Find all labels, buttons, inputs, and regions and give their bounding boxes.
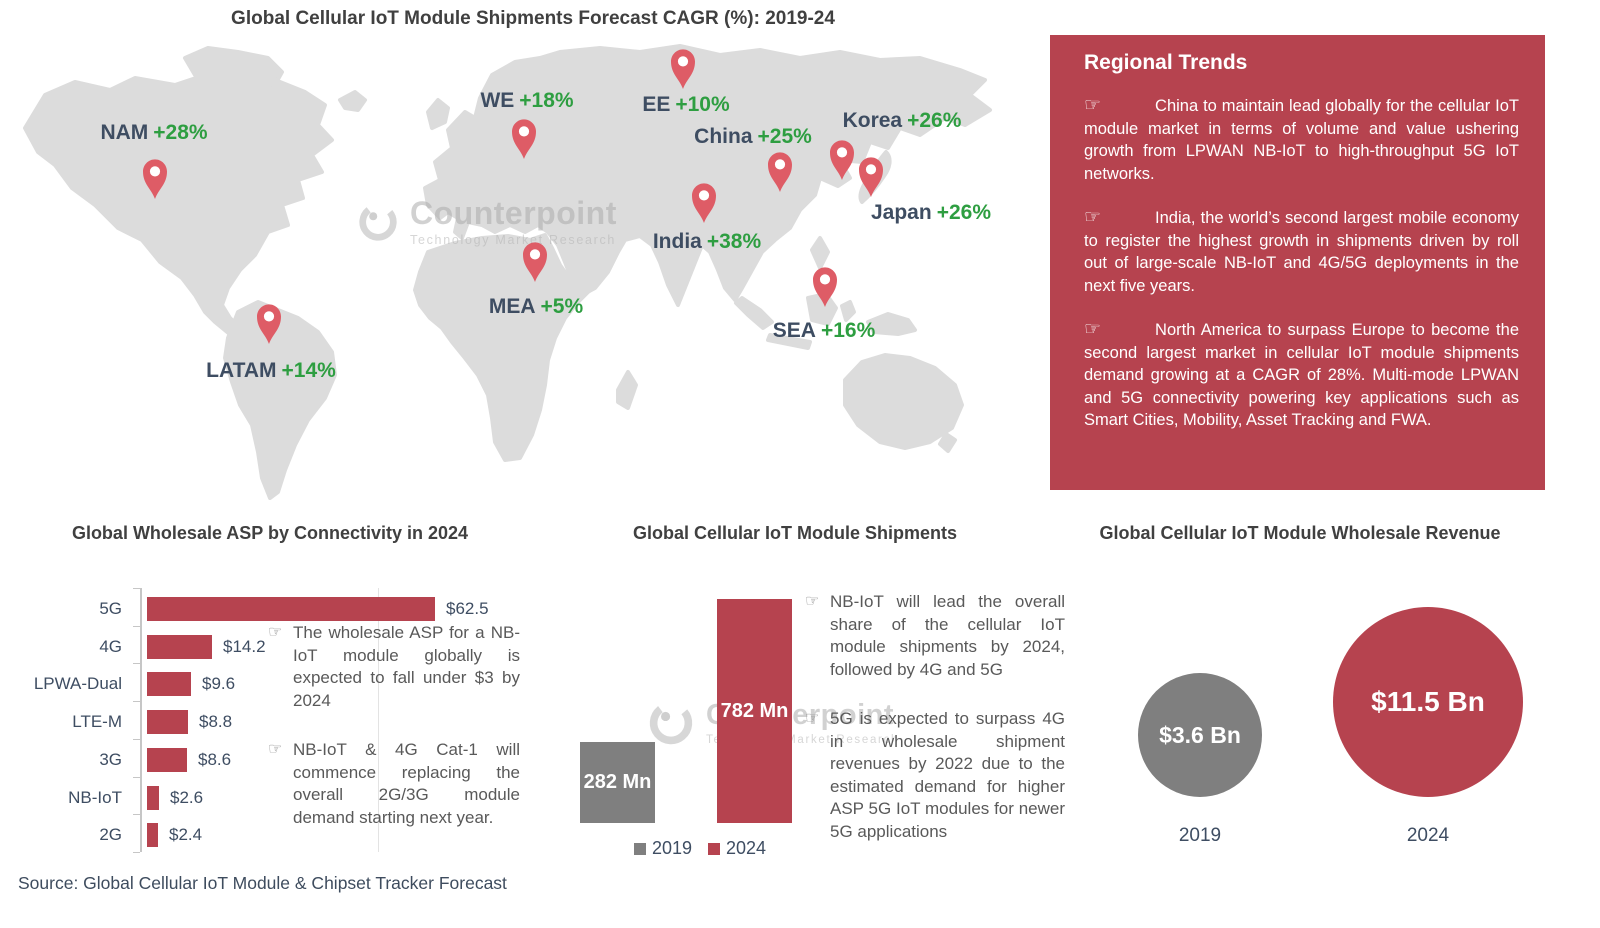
asp-bar-nb-iot [147,786,159,810]
shipments-bar-2024: 782 Mn [717,599,792,823]
asp-value-lte-m: $8.8 [199,712,233,731]
island-sulawesi [840,300,856,322]
asp-value-5g: $62.5 [446,599,489,618]
shipments-legend: 2019 2024 [560,838,840,859]
legend-swatch-icon [633,842,646,855]
asp-bar-lte-m [147,710,188,734]
asp-value-nb-iot: $2.6 [170,788,204,807]
island-iceland [338,90,367,112]
asp-category-lpwa-dual: LPWA-Dual [33,674,122,693]
regional-trends-title: Regional Trends [1084,51,1248,74]
asp-axis-tick [133,701,140,702]
island-new-guinea [866,312,917,336]
shipments-bullet-2: ☞ 5G is expected to surpass 4G in wholesa… [805,709,1065,841]
revenue-year-2024: 2024 [1406,825,1450,846]
regional-trend-bullet-2: ☞ India, the world’s second largest mobil… [1084,207,1519,295]
pointing-finger-icon: ☞ [1084,319,1102,340]
island-madagascar [616,370,638,410]
asp-axis-tick [133,777,140,778]
island-philippines [810,236,830,270]
asp-bar-lpwa-dual [147,672,191,696]
legend-label: 2019 [651,838,692,858]
revenue-bubble-value: $3.6 Bn [1159,721,1241,748]
asp-category-nb-iot: NB-IoT [68,788,122,807]
asp-bar-4g [147,635,212,659]
asp-bar-3g [147,748,187,772]
pointing-finger-icon: ☞ [268,741,283,758]
asp-category-2g: 2G [99,825,122,844]
asp-value-2g: $2.4 [169,825,203,844]
legend-swatch-icon [708,842,720,855]
revenue-bubble-2024: $11.5 Bn [1333,607,1523,797]
island-java [766,333,812,350]
source-note: Source: Global Cellular IoT Module & Chi… [18,873,507,893]
pointing-finger-icon: ☞ [268,624,283,641]
regional-trends-panel: Regional Trends ☞ China to maintain lead … [1050,35,1545,490]
island-new-zealand [924,410,944,432]
asp-value-4g: $14.2 [223,637,266,656]
asp-gridline-50 [378,588,379,852]
asp-y-axis [140,588,142,852]
asp-axis-tick [133,588,140,589]
pointing-finger-icon: ☞ [805,593,820,610]
shipments-bar-value: 782 Mn [720,699,789,722]
regional-trends-bullets: ☞ China to maintain lead globally for the… [1084,95,1519,432]
shipments-bullet-1: ☞ NB-IoT will lead the overall share of t… [805,592,1065,679]
asp-category-5g: 5G [99,599,122,618]
island-sumatra [734,296,774,330]
asp-category-3g: 3G [99,750,122,769]
asp-category-lte-m: LTE-M [72,712,122,731]
asp-bullets: ☞ The wholesale ASP for a NB-IoT module g… [268,622,520,856]
island-greenland [183,46,284,102]
revenue-bubble-value: $11.5 Bn [1371,686,1485,717]
continent-eurasia [423,44,992,307]
asp-category-4g: 4G [99,637,122,656]
continent-south-america [223,300,337,500]
shipments-bullets: ☞ NB-IoT will lead the overall share of t… [805,591,1065,870]
pointing-finger-icon: ☞ [805,710,820,727]
pointing-finger-icon: ☞ [1084,95,1102,116]
revenue-bubble-2019: $3.6 Bn [1138,673,1262,797]
legend-item-2019: 2019 [633,838,692,859]
island-new-zealand-south [938,432,957,453]
asp-bar-2g [147,823,158,847]
asp-bar-5g [147,597,435,621]
asp-value-lpwa-dual: $9.6 [202,674,236,693]
shipments-bar-value: 282 Mn [583,771,652,793]
asp-axis-tick [133,814,140,815]
legend-label: 2024 [726,838,767,858]
map-title: Global Cellular IoT Module Shipments For… [231,8,835,29]
legend-item-2024: 2024 [708,838,766,859]
regional-trend-bullet-1: ☞ China to maintain lead globally for the… [1084,95,1519,183]
continent-africa [413,233,594,462]
pointing-finger-icon: ☞ [1084,207,1102,228]
world-map [23,44,992,500]
revenue-chart-title: Global Cellular IoT Module Wholesale Rev… [1099,523,1501,543]
revenue-year-2019: 2019 [1178,825,1222,846]
asp-axis-tick [133,663,140,664]
asp-value-3g: $8.6 [198,750,232,769]
island-uk [426,98,450,130]
asp-axis-tick [133,852,140,853]
shipments-chart-title: Global Cellular IoT Module Shipments [632,523,958,543]
shipments-bar-2019: 282 Mn [580,742,655,823]
asp-axis-tick [133,739,140,740]
asp-axis-tick [133,626,140,627]
asp-chart-title: Global Wholesale ASP by Connectivity in … [71,523,469,543]
asp-bullet-2: ☞ NB-IoT & 4G Cat-1 will commence replaci… [268,740,520,827]
asp-bullet-1: ☞ The wholesale ASP for a NB-IoT module g… [268,623,520,710]
regional-trend-bullet-3: ☞ North America to surpass Europe to beco… [1084,319,1519,429]
